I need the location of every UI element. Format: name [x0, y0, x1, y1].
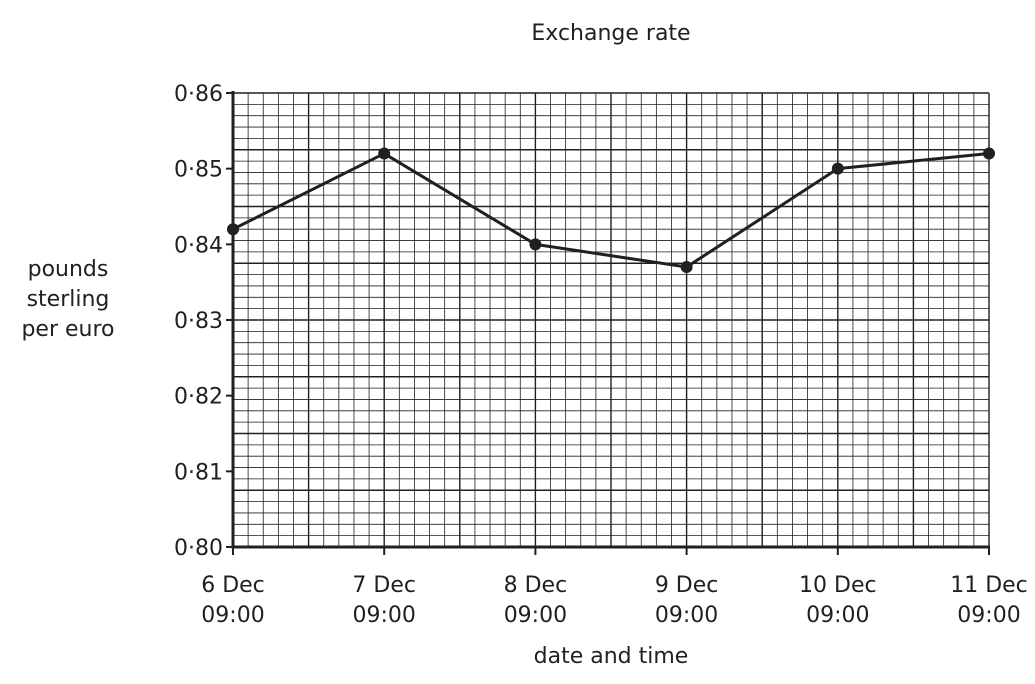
x-tick-label-time: 09:00 [957, 603, 1020, 628]
y-tick-label: 0·86 [174, 82, 223, 107]
series-exchange-rate [227, 147, 995, 274]
x-tick-labels: 6 Dec 09:00 7 Dec 09:00 8 Dec 09:00 9 Dec 09:00… [201, 547, 1028, 628]
x-tick-label-time: 09:00 [504, 603, 567, 628]
y-tick-label: 0·80 [174, 536, 223, 561]
series-line [232, 152, 990, 269]
y-tick-label: 0·85 [174, 158, 223, 183]
data-point [227, 223, 239, 236]
data-point [529, 238, 542, 251]
data-point [831, 162, 844, 175]
x-tick-label-time: 09:00 [352, 603, 415, 628]
x-tick-label-time: 09:00 [201, 603, 264, 628]
x-tick-label-date: 6 Dec [201, 573, 265, 598]
data-point [680, 261, 693, 274]
x-tick-label-time: 09:00 [655, 603, 718, 628]
x-tick-label-date: 7 Dec [352, 573, 416, 598]
y-tick-labels: 0·80 0·81 0·82 0·83 0·84 0·85 0·86 [174, 82, 233, 561]
data-point [983, 147, 995, 160]
y-tick-label: 0·83 [174, 309, 223, 334]
x-tick-label-date: 11 Dec [950, 573, 1028, 598]
y-axis-label-line-2: sterling [27, 287, 110, 312]
y-axis-label-line-1: pounds [28, 257, 109, 282]
data-point [378, 147, 391, 160]
x-tick-label-date: 9 Dec [655, 573, 719, 598]
y-axis-label-line-3: per euro [21, 317, 114, 342]
x-tick-label-date: 8 Dec [504, 573, 568, 598]
y-tick-label: 0·81 [174, 460, 223, 485]
x-axis-label: date and time [534, 644, 689, 669]
x-tick-label-time: 09:00 [806, 603, 869, 628]
y-tick-label: 0·84 [174, 233, 223, 258]
y-tick-label: 0·82 [174, 385, 223, 410]
chart-title: Exchange rate [531, 21, 690, 46]
x-tick-label-date: 10 Dec [799, 573, 877, 598]
